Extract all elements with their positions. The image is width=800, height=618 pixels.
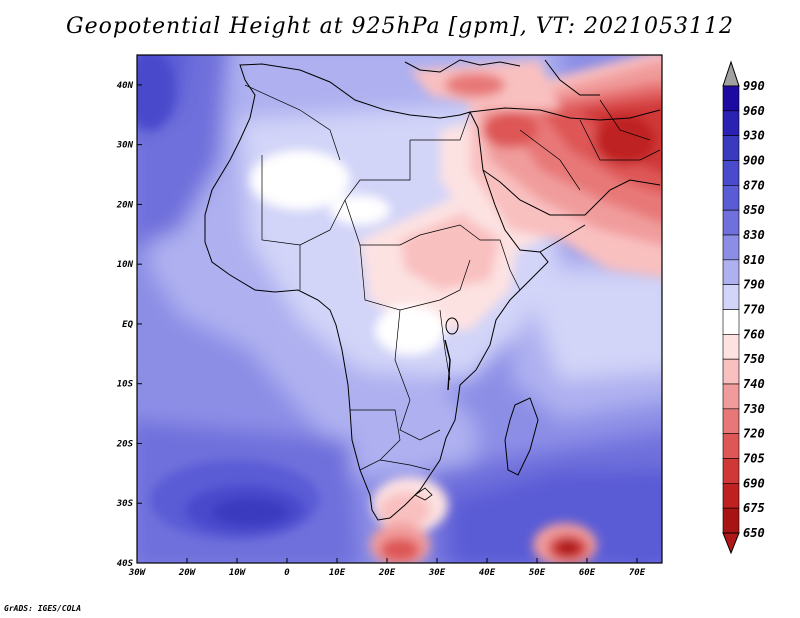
colorbar-swatch	[722, 483, 740, 509]
lon-tick-label: 10E	[329, 568, 346, 578]
colorbar-swatch	[722, 309, 740, 335]
colorbar-level-label: 740	[743, 377, 765, 391]
madagascar-coast	[504, 397, 539, 476]
map-title: Geopotential Height at 925hPa [gpm], VT:…	[66, 14, 734, 39]
colorbar-level-label: 870	[743, 178, 765, 192]
colorbar-swatch	[722, 185, 740, 211]
colorbar-level-label: 750	[743, 352, 765, 366]
colorbar-swatch	[722, 334, 740, 360]
colorbar-level-label: 810	[743, 253, 765, 267]
colorbar-swatch	[722, 110, 740, 136]
colorbar-level-label: 760	[743, 327, 765, 341]
colorbar-level-label: 830	[743, 228, 765, 242]
colorbar-swatch	[722, 209, 740, 236]
lon-tick-label: 40E	[479, 568, 496, 578]
lat-tick-label: 10S	[117, 380, 134, 390]
colorbar-swatch	[722, 408, 740, 434]
colorbar-swatch	[722, 458, 740, 484]
colorbar-top-arrow	[722, 60, 740, 87]
lon-tick-label: 20W	[178, 568, 197, 578]
colorbar-bottom-arrow	[722, 532, 740, 555]
credit-label: GrADS: IGES/COLA	[4, 604, 82, 613]
lat-tick-label: 20N	[116, 200, 134, 210]
colorbar-swatch	[722, 135, 740, 161]
lat-tick-label: 10N	[117, 260, 134, 270]
colorbar-swatch	[722, 284, 740, 310]
colorbar-level-label: 930	[743, 129, 765, 143]
lon-tick-label: 10W	[229, 568, 247, 578]
lat-tick-label: 40N	[117, 81, 134, 91]
lat-axis: 40N 30N 20N 10N EQ 10S 20S 30S 40S	[116, 81, 142, 569]
colorbar-level-label: 730	[743, 402, 765, 416]
lon-tick-label: 50E	[529, 568, 546, 578]
lon-tick-label: 20E	[378, 568, 396, 578]
colorbar-level-label: 990	[743, 79, 765, 93]
colorbar-level-label: 770	[743, 303, 765, 317]
lat-tick-label: EQ	[122, 320, 133, 330]
colorbar-level-label: 960	[743, 104, 765, 118]
lat-tick-label: 20S	[116, 439, 134, 449]
colorbar-level-label: 720	[743, 427, 765, 441]
colorbar-level-label: 705	[743, 452, 765, 466]
colorbar-level-label: 675	[743, 501, 765, 515]
shaded-field	[137, 55, 662, 563]
colorbar-swatch	[722, 433, 740, 459]
lat-tick-label: 30N	[116, 141, 134, 151]
plot-frame	[136, 54, 663, 564]
colorbar-level-label: 690	[743, 476, 765, 490]
lon-tick-label: 0	[284, 568, 290, 578]
colorbar-swatch	[722, 383, 740, 410]
lon-tick-label: 30E	[428, 568, 446, 578]
lat-tick-label: 40S	[117, 559, 134, 569]
colorbar-swatch	[722, 358, 740, 385]
colorbar-level-label: 900	[743, 154, 765, 168]
lon-tick-label: 70E	[629, 568, 646, 578]
colorbar-level-label: 790	[743, 278, 765, 292]
colorbar-swatch	[722, 160, 740, 186]
colorbar: 990 960 930 900 870 850 830 810 790 770 760 750 740 7…	[722, 60, 765, 555]
colorbar-swatch	[722, 507, 740, 534]
coastlines	[204, 59, 661, 521]
colorbar-level-label: 650	[743, 526, 765, 540]
lon-axis: 30W 20W 10W 0 10E 20E 30E 40E 50E 60E 70E	[128, 558, 646, 578]
lon-tick-label: 30W	[128, 568, 147, 578]
lat-tick-label: 30S	[116, 499, 134, 509]
colorbar-swatch	[722, 85, 740, 112]
lon-tick-label: 60E	[579, 568, 596, 578]
colorbar-level-label: 850	[743, 203, 765, 217]
colorbar-swatch	[722, 234, 740, 261]
colorbar-swatch	[722, 259, 740, 285]
